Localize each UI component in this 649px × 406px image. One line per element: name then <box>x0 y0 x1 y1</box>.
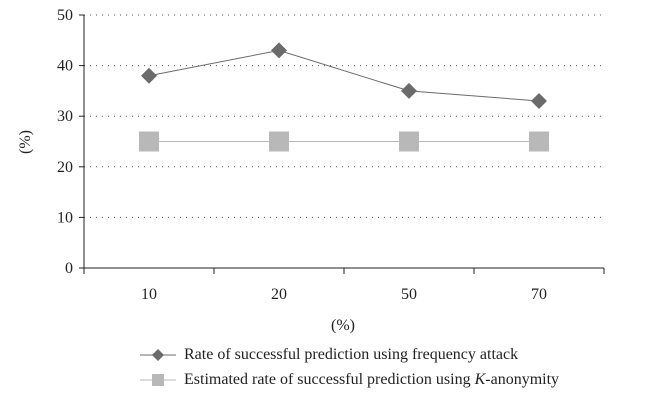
y-tick-label-30: 30 <box>57 108 73 125</box>
x-ticks: 10 20 50 70 <box>83 268 605 303</box>
legend-item-frequency-attack: Rate of successful prediction using freq… <box>140 342 559 367</box>
y-tick-label-40: 40 <box>57 58 73 75</box>
legend-label-k-anonymity: Estimated rate of successful prediction … <box>184 371 559 389</box>
series-1-point-3 <box>529 131 549 152</box>
y-ticks: 0 10 20 30 40 50 <box>57 7 84 277</box>
y-tick-label-10: 10 <box>57 209 73 226</box>
legend-label-frequency-attack: Rate of successful prediction using freq… <box>184 345 519 363</box>
x-tick-label-50: 50 <box>401 286 417 303</box>
x-tick-label-10: 10 <box>141 286 157 303</box>
series-0-line <box>148 49 540 102</box>
series-1 <box>139 131 549 152</box>
y-tick-label-50: 50 <box>57 7 73 24</box>
legend-label-k-anonymity-prefix: Estimated rate of successful prediction … <box>184 370 475 388</box>
legend-square-marker-icon <box>140 373 176 386</box>
x-tick-label-20: 20 <box>271 286 287 303</box>
series <box>139 42 549 152</box>
series-0 <box>141 42 547 110</box>
legend-diamond-marker-icon <box>140 348 176 361</box>
legend-item-k-anonymity: Estimated rate of successful prediction … <box>140 367 559 392</box>
series-1-point-0 <box>139 131 159 152</box>
x-tick-label-70: 70 <box>531 286 547 303</box>
series-1-point-2 <box>399 131 419 152</box>
series-0-point-2 <box>401 82 417 99</box>
y-tick-label-20: 20 <box>57 159 73 176</box>
x-axis-label: (%) <box>331 317 355 334</box>
series-0-point-3 <box>531 93 547 110</box>
y-tick-label-0: 0 <box>65 260 73 277</box>
series-0-point-0 <box>141 67 157 84</box>
y-axis-label: (%) <box>17 130 34 154</box>
legend: Rate of successful prediction using freq… <box>140 342 559 392</box>
series-0-point-1 <box>271 42 287 59</box>
legend-label-k-anonymity-emph: K <box>474 370 486 388</box>
legend-label-k-anonymity-suffix: -anonymity <box>485 370 560 388</box>
grid <box>84 14 604 218</box>
series-1-point-1 <box>269 131 289 152</box>
